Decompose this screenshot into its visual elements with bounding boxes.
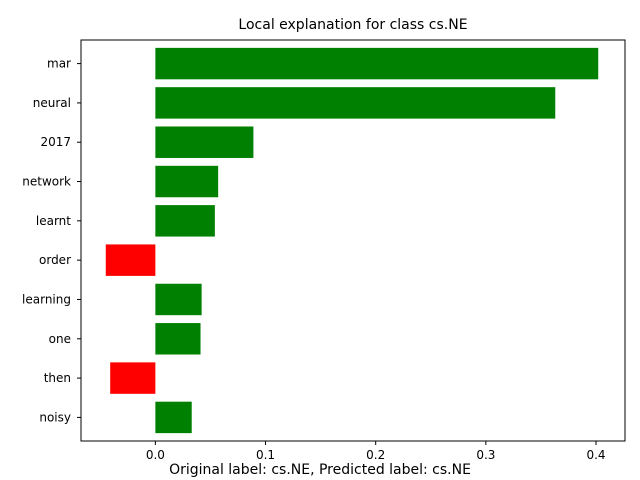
bar-neural — [155, 87, 556, 119]
bar-mar — [155, 47, 599, 80]
x-tick-label-0.2: 0.2 — [366, 448, 385, 462]
y-tick-label-one: one — [49, 332, 71, 346]
bar-one — [155, 323, 201, 355]
bar-then — [110, 362, 156, 394]
bar-network — [155, 165, 219, 198]
x-axis: 0.0 0.1 0.2 0.3 0.4 — [146, 441, 606, 462]
footer-note: Original label: cs.NE, Predicted label: … — [169, 462, 471, 478]
plot-frame — [80, 39, 626, 442]
x-tick-label-0.4: 0.4 — [586, 448, 605, 462]
y-tick-label-network: network — [22, 175, 71, 189]
bar-learnt — [155, 205, 215, 237]
x-tick-label-0.0: 0.0 — [146, 448, 165, 462]
bars-layer — [105, 47, 599, 434]
y-tick-label-2017: 2017 — [40, 135, 71, 149]
y-tick-label-neural: neural — [33, 96, 71, 110]
y-tick-label-mar: mar — [47, 57, 71, 71]
chart-title: Local explanation for class cs.NE — [238, 17, 467, 33]
bar-learning — [155, 283, 202, 316]
x-tick-label-0.3: 0.3 — [476, 448, 495, 462]
y-tick-label-order: order — [39, 253, 71, 267]
bar-order — [105, 244, 156, 276]
bar-2017 — [155, 126, 254, 158]
y-tick-label-noisy: noisy — [39, 410, 71, 424]
y-tick-label-learnt: learnt — [36, 214, 71, 228]
y-tick-label-then: then — [44, 371, 71, 385]
y-axis: mar neural 2017 network learnt order learning o… — [22, 57, 81, 424]
x-tick-label-0.1: 0.1 — [256, 448, 275, 462]
bar-noisy — [155, 401, 192, 434]
y-tick-label-learning: learning — [22, 292, 71, 306]
